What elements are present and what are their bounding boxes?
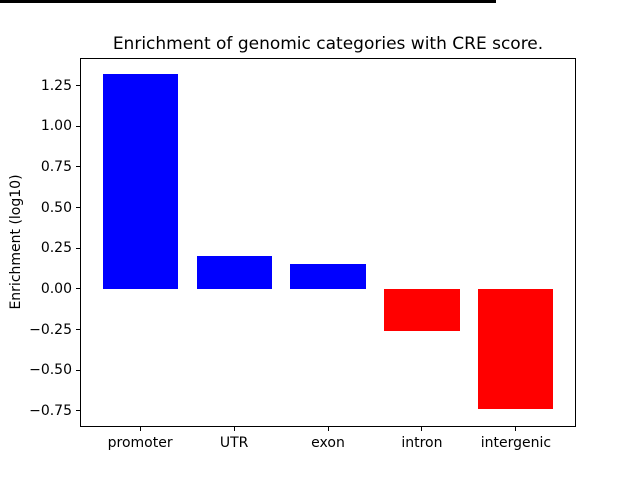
y-tick-mark (76, 369, 80, 371)
y-tick-label: −0.75 (29, 402, 72, 419)
y-tick-label: 0.00 (40, 280, 72, 297)
y-tick-mark (76, 329, 80, 330)
y-tick-label: 0.25 (40, 240, 72, 257)
y-tick-mark (76, 207, 80, 209)
bar-exon (290, 264, 366, 289)
y-tick-label: 0.75 (40, 158, 72, 175)
chart-title: Enrichment of genomic categories with CR… (112, 34, 544, 54)
x-tick-mark (139, 427, 141, 431)
x-tick-label-promoter: promoter (107, 435, 173, 451)
bar-UTR (196, 256, 272, 289)
x-tick-label-intron: intron (401, 435, 443, 451)
bar-promoter (102, 74, 178, 289)
x-tick-mark (233, 427, 235, 431)
y-tick-label: 1.00 (40, 118, 72, 135)
x-tick-mark (421, 427, 423, 431)
x-tick-label-intergenic: intergenic (480, 435, 552, 451)
x-tick-label-exon: exon (311, 435, 345, 451)
y-tick-label: 1.25 (40, 77, 72, 94)
y-tick-mark (76, 288, 80, 290)
bar-intron (384, 288, 460, 332)
y-tick-mark (76, 410, 80, 412)
x-tick-mark (327, 427, 329, 431)
y-axis-label: Enrichment (log10) (8, 174, 24, 310)
y-tick-mark (76, 85, 80, 87)
y-tick-label: −0.50 (29, 362, 72, 379)
x-tick-mark (515, 427, 517, 431)
y-tick-mark (76, 247, 80, 249)
zero-line (0, 0, 496, 3)
y-tick-label: 0.50 (40, 199, 72, 216)
x-tick-label-UTR: UTR (219, 435, 249, 451)
bar-intergenic (478, 288, 554, 410)
y-tick-mark (76, 166, 80, 168)
y-tick-label: −0.25 (29, 321, 72, 338)
y-tick-mark (76, 125, 80, 127)
